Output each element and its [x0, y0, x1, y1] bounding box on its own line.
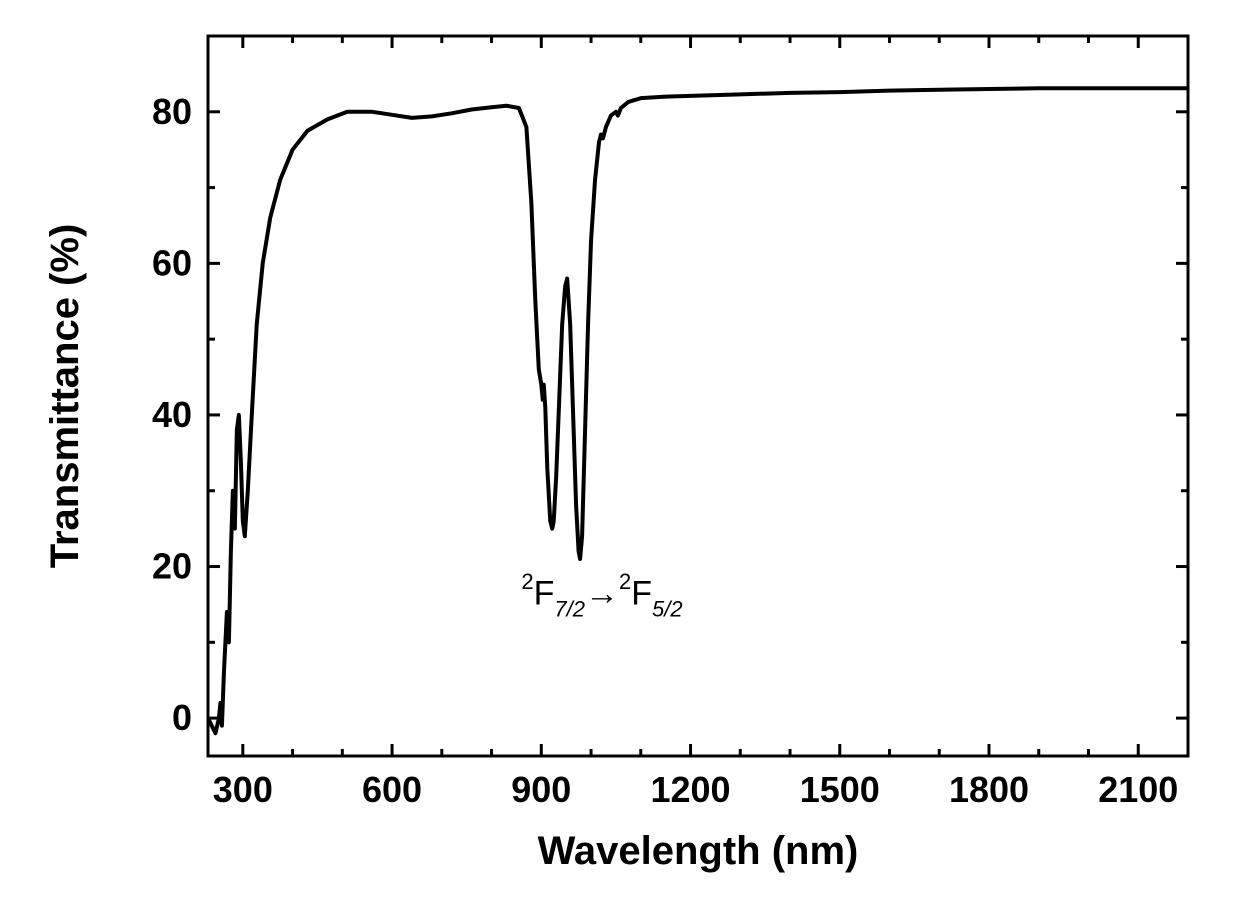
transmittance-chart: 300 600 900 1200 1500 1800 2100 0 20 40 60 80 Wavele…: [0, 0, 1240, 903]
x-tick-label: 1800: [949, 769, 1029, 810]
x-tick-label: 2100: [1098, 769, 1178, 810]
y-tick-label: 80: [152, 91, 192, 132]
x-tick-label: 1200: [650, 769, 730, 810]
y-tick-label: 40: [152, 394, 192, 435]
x-tick-label: 900: [511, 769, 571, 810]
x-tick-label: 300: [213, 769, 273, 810]
x-tick-label: 600: [362, 769, 422, 810]
x-tick-label: 1500: [800, 769, 880, 810]
y-tick-label: 0: [172, 697, 192, 738]
y-tick-label: 20: [152, 546, 192, 587]
y-tick-label: 60: [152, 242, 192, 283]
x-axis-label: Wavelength (nm): [538, 829, 859, 873]
y-axis-label: Transmittance (%): [43, 224, 87, 569]
chart-svg: 300 600 900 1200 1500 1800 2100 0 20 40 60 80 Wavele…: [0, 0, 1240, 903]
